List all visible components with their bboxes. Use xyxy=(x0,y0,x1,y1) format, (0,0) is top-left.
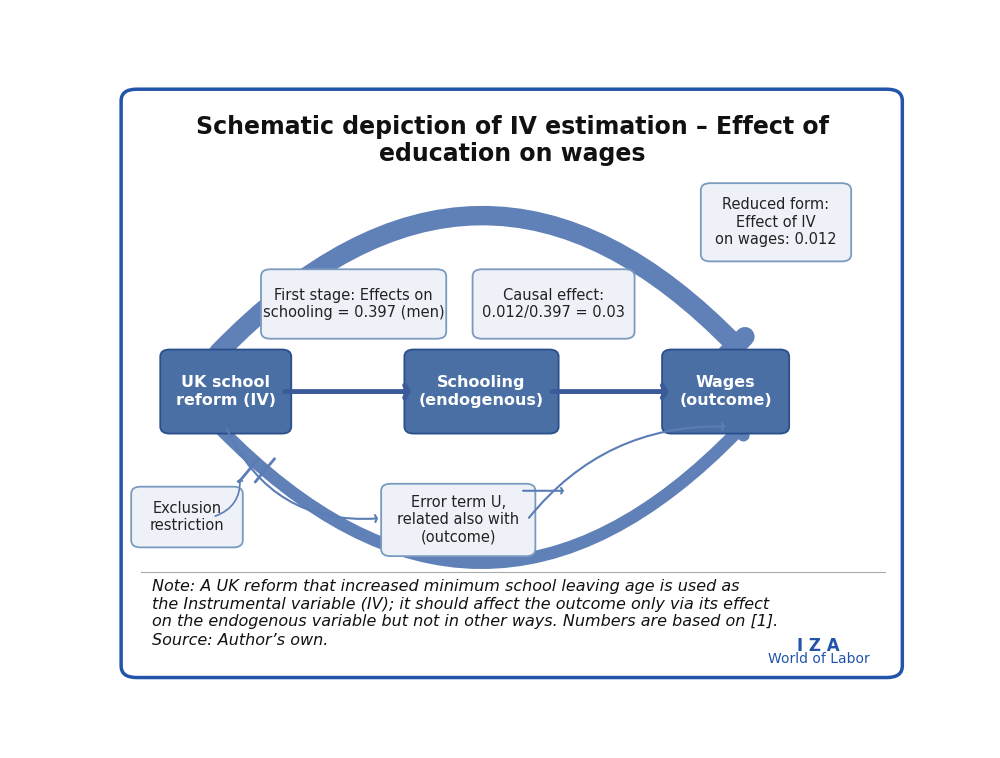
FancyBboxPatch shape xyxy=(404,349,559,434)
FancyBboxPatch shape xyxy=(131,487,243,547)
Text: Schooling
(endogenous): Schooling (endogenous) xyxy=(419,375,544,408)
Text: Source: Author’s own.: Source: Author’s own. xyxy=(152,633,328,647)
FancyBboxPatch shape xyxy=(160,349,291,434)
FancyBboxPatch shape xyxy=(701,183,851,262)
Text: Reduced form:
Effect of IV
on wages: 0.012: Reduced form: Effect of IV on wages: 0.0… xyxy=(715,197,837,247)
FancyBboxPatch shape xyxy=(473,269,635,339)
FancyBboxPatch shape xyxy=(261,269,446,339)
Text: World of Labor: World of Labor xyxy=(768,653,870,666)
FancyBboxPatch shape xyxy=(121,89,902,678)
Text: Note: A UK reform that increased minimum school leaving age is used as
the Instr: Note: A UK reform that increased minimum… xyxy=(152,579,778,629)
Text: Schematic depiction of IV estimation – Effect of
education on wages: Schematic depiction of IV estimation – E… xyxy=(196,114,829,167)
Text: Error term U,
related also with
(outcome): Error term U, related also with (outcome… xyxy=(397,495,519,545)
Text: Exclusion
restriction: Exclusion restriction xyxy=(150,501,224,533)
Text: I Z A: I Z A xyxy=(797,637,840,655)
FancyBboxPatch shape xyxy=(662,349,789,434)
Text: First stage: Effects on
schooling = 0.397 (men): First stage: Effects on schooling = 0.39… xyxy=(263,288,444,320)
Text: Wages
(outcome): Wages (outcome) xyxy=(679,375,772,408)
FancyBboxPatch shape xyxy=(381,484,535,556)
Text: Causal effect:
0.012/0.397 = 0.03: Causal effect: 0.012/0.397 = 0.03 xyxy=(482,288,625,320)
Text: UK school
reform (IV): UK school reform (IV) xyxy=(176,375,276,408)
